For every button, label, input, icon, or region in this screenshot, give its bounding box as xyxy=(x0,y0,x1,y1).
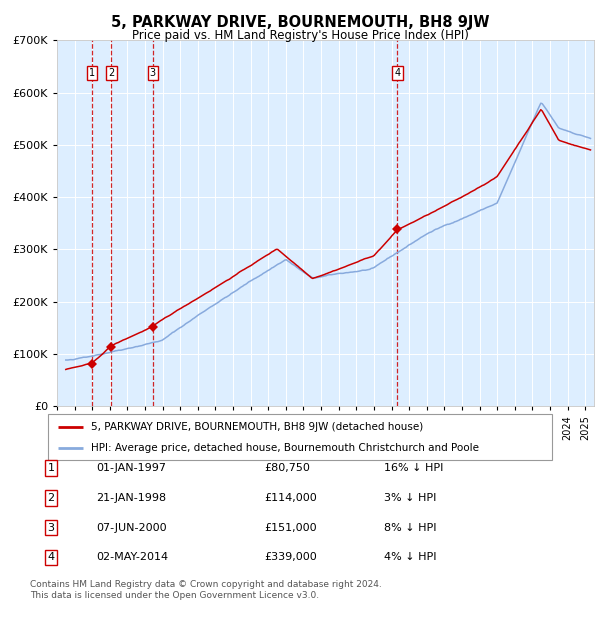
Text: 01-JAN-1997: 01-JAN-1997 xyxy=(96,463,166,473)
Text: 1: 1 xyxy=(89,68,95,78)
Text: £151,000: £151,000 xyxy=(264,523,317,533)
Text: 3: 3 xyxy=(47,523,55,533)
Text: 4: 4 xyxy=(394,68,400,78)
Text: 07-JUN-2000: 07-JUN-2000 xyxy=(96,523,167,533)
Text: Price paid vs. HM Land Registry's House Price Index (HPI): Price paid vs. HM Land Registry's House … xyxy=(131,29,469,42)
Text: 21-JAN-1998: 21-JAN-1998 xyxy=(96,493,166,503)
Text: 2: 2 xyxy=(108,68,115,78)
Text: £114,000: £114,000 xyxy=(264,493,317,503)
Text: Contains HM Land Registry data © Crown copyright and database right 2024.: Contains HM Land Registry data © Crown c… xyxy=(30,580,382,589)
Text: 3: 3 xyxy=(150,68,156,78)
Text: 5, PARKWAY DRIVE, BOURNEMOUTH, BH8 9JW (detached house): 5, PARKWAY DRIVE, BOURNEMOUTH, BH8 9JW (… xyxy=(91,422,423,432)
FancyBboxPatch shape xyxy=(48,414,552,460)
Text: 16% ↓ HPI: 16% ↓ HPI xyxy=(384,463,443,473)
Text: This data is licensed under the Open Government Licence v3.0.: This data is licensed under the Open Gov… xyxy=(30,591,319,600)
Text: £339,000: £339,000 xyxy=(264,552,317,562)
Text: 02-MAY-2014: 02-MAY-2014 xyxy=(96,552,168,562)
Text: 1: 1 xyxy=(47,463,55,473)
Text: 8% ↓ HPI: 8% ↓ HPI xyxy=(384,523,437,533)
Text: 5, PARKWAY DRIVE, BOURNEMOUTH, BH8 9JW: 5, PARKWAY DRIVE, BOURNEMOUTH, BH8 9JW xyxy=(111,16,489,30)
Text: £80,750: £80,750 xyxy=(264,463,310,473)
Text: 3% ↓ HPI: 3% ↓ HPI xyxy=(384,493,436,503)
Text: HPI: Average price, detached house, Bournemouth Christchurch and Poole: HPI: Average price, detached house, Bour… xyxy=(91,443,479,453)
Text: 4: 4 xyxy=(47,552,55,562)
Text: 2: 2 xyxy=(47,493,55,503)
Text: 4% ↓ HPI: 4% ↓ HPI xyxy=(384,552,437,562)
